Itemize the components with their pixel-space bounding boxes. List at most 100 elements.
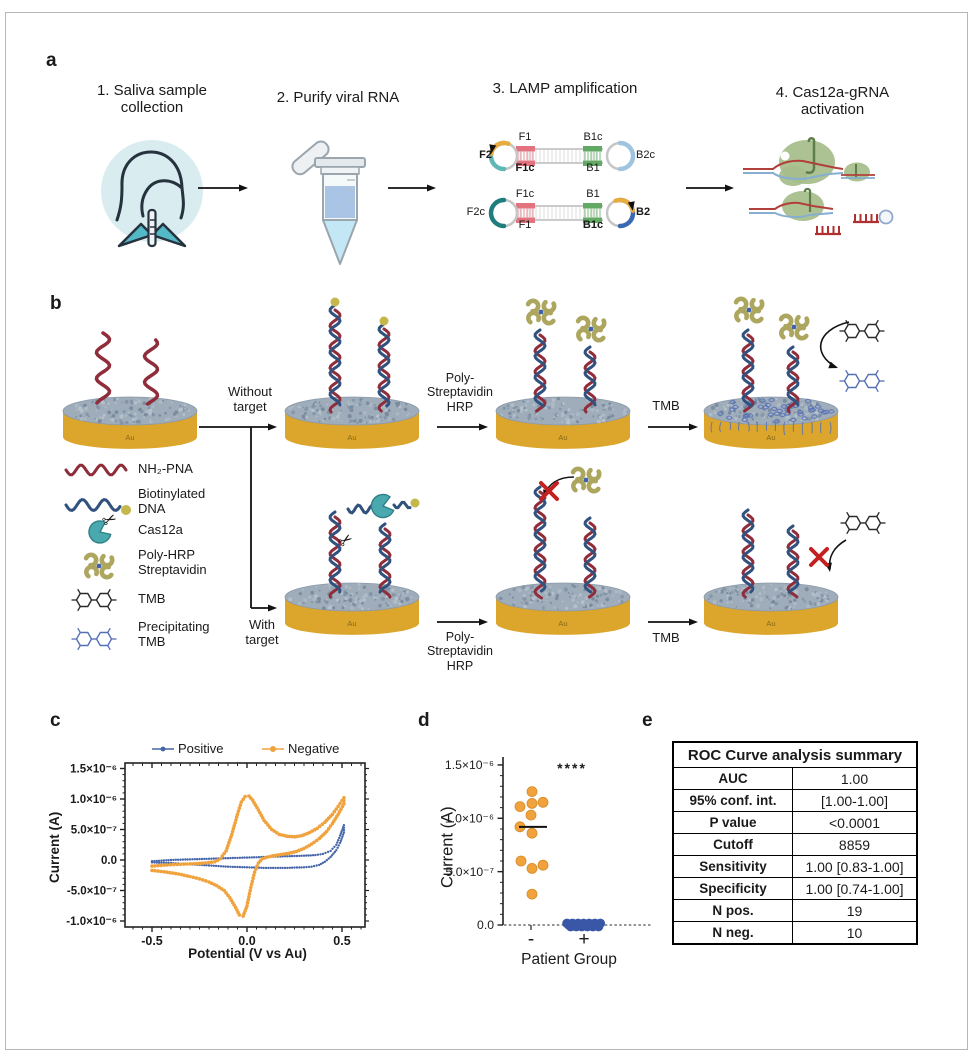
- svg-text:Au: Au: [125, 433, 134, 442]
- pna-dna-duplex: [377, 316, 391, 413]
- gold-electrode: Au: [62, 396, 198, 449]
- precipitating-tmb-icon: [71, 627, 117, 651]
- cleaved-reporter-icon: [815, 226, 841, 236]
- svg-text:0.0: 0.0: [101, 855, 117, 867]
- purify-rna-tube-icon: [291, 140, 366, 265]
- gold-electrode: Au: [703, 582, 839, 635]
- without-target-label: Without target: [227, 384, 273, 414]
- lamp-label-b2: B2: [636, 206, 651, 218]
- negative-patient-dot: [526, 888, 538, 900]
- svg-text:Au: Au: [558, 433, 567, 442]
- tmb-structure: [840, 511, 886, 535]
- legend-label-nh2-pna: NH₂-PNA: [138, 461, 193, 476]
- lamp-label-b1-2: B1: [586, 188, 600, 200]
- cv-legend-positive: Positive: [178, 741, 224, 756]
- negative-patient-dot: [526, 786, 538, 797]
- lamp-label-f1c: F1c: [515, 162, 535, 174]
- gold-electrode: Au: [495, 396, 631, 449]
- biotin-dot-icon: [121, 505, 131, 515]
- legend-label-tmb: TMB: [138, 591, 166, 606]
- pna-probe: [94, 331, 112, 405]
- table-row: 95% conf. int. [1.00-1.00]: [672, 789, 918, 812]
- lamp-label-b2c: B2c: [636, 149, 655, 161]
- svg-text:Au: Au: [558, 619, 567, 628]
- svg-text:5.0×10⁻⁷: 5.0×10⁻⁷: [71, 825, 118, 837]
- step-3-title: 3. LAMP amplification: [492, 80, 638, 97]
- lamp-label-b1c: B1c: [583, 131, 603, 143]
- negative-patient-dot: [514, 801, 526, 812]
- panel-d-label: d: [418, 710, 430, 731]
- pna-dna-duplex: [328, 510, 342, 599]
- tmb-arrow-label-top: TMB: [652, 398, 680, 413]
- blocked-x-icon: [809, 547, 829, 567]
- cv-y-axis-label: Current (A): [47, 811, 63, 884]
- lamp-label-b1: B1: [586, 162, 600, 174]
- figure-border: [5, 12, 968, 1050]
- table-row: Cutoff 8859: [672, 833, 918, 856]
- cas12a-icon: [88, 520, 112, 544]
- group-negative-tick-label: -: [527, 929, 535, 950]
- tmb-icon: [71, 588, 117, 612]
- table-row: N pos. 19: [672, 899, 918, 922]
- legend-label-precipitating-tmb: Precipitating TMB: [138, 619, 210, 649]
- poly-hrp-streptavidin: [570, 466, 602, 494]
- svg-text:Au: Au: [766, 619, 775, 628]
- svg-text:1.0×10⁻⁶: 1.0×10⁻⁶: [70, 794, 117, 806]
- pna-dna-duplex: [786, 524, 800, 599]
- svg-text:-5.0×10⁻⁷: -5.0×10⁻⁷: [67, 886, 117, 898]
- negative-patient-dot: [525, 809, 537, 821]
- poly-hrp-streptavidin-icon: [83, 552, 115, 580]
- table-row: Sensitivity 1.00 [0.83-1.00]: [672, 855, 918, 878]
- panel-b-label: b: [50, 293, 62, 314]
- svg-text:-1.0×10⁻⁶: -1.0×10⁻⁶: [66, 916, 117, 928]
- negative-patient-dot: [515, 855, 527, 867]
- negative-patient-dot: [537, 796, 549, 808]
- panel-e-label: e: [642, 710, 653, 731]
- lamp-label-f2c: F2c: [466, 206, 485, 218]
- step-2-title: 2. Purify viral RNA: [276, 89, 400, 106]
- cv-x-axis-label: Potential (V vs Au): [188, 946, 307, 961]
- scatter-y-axis-label: Current (A): [438, 806, 457, 889]
- pna-dna-duplex: [533, 485, 547, 600]
- lamp-label-f1: F1: [518, 131, 532, 143]
- table-row: P value <0.0001: [672, 811, 918, 834]
- legend-label-poly-hrp: Poly-HRP Streptavidin: [138, 547, 207, 577]
- poly-streptavidin-hrp-label-bottom: Poly- Streptavidin HRP: [426, 630, 493, 673]
- svg-text:-0.5: -0.5: [141, 934, 163, 948]
- poly-hrp-streptavidin: [575, 315, 607, 343]
- lamp-label-f1c-2: F1c: [515, 188, 535, 200]
- negative-patient-dot: [526, 827, 538, 839]
- scatter-x-axis-label: Patient Group: [521, 951, 617, 968]
- lamp-dumbbell: [488, 140, 636, 172]
- cleaved-reporter-icon: [853, 209, 894, 225]
- electrode-precipitated: Au: [703, 396, 839, 449]
- cv-chart: 1.5×10⁻⁶ 1.0×10⁻⁶ 5.0×10⁻⁷ 0.0 -5.0×10⁻⁷ -1.0…: [66, 746, 369, 948]
- svg-text:Au: Au: [347, 619, 356, 628]
- group-positive-tick-label: +: [578, 929, 590, 950]
- gold-electrode: Au: [284, 396, 420, 449]
- panel-a-label: a: [46, 50, 57, 71]
- lamp-label-b1c-2: B1c: [582, 219, 604, 231]
- svg-text:Au: Au: [347, 433, 356, 442]
- tmb-structure: [839, 319, 885, 343]
- legend-label-biotinylated-dna: Biotinylated DNA: [138, 486, 206, 516]
- poly-streptavidin-hrp-label-top: Poly- Streptavidin HRP: [426, 371, 493, 414]
- legend-label-cas12a: Cas12a: [138, 522, 183, 537]
- blocked-x-icon: [539, 481, 559, 501]
- pna-dna-duplex: [741, 328, 755, 413]
- svg-text:1.0×10⁻⁶: 1.0×10⁻⁶: [445, 812, 494, 826]
- svg-text:1.5×10⁻⁶: 1.5×10⁻⁶: [445, 758, 494, 772]
- pna-probe: [142, 338, 160, 406]
- svg-text:0.0: 0.0: [238, 934, 255, 948]
- lamp-label-f2: F2: [479, 149, 492, 161]
- table-row: Specificity 1.00 [0.74-1.00]: [672, 877, 918, 900]
- svg-text:0.0: 0.0: [477, 918, 494, 932]
- step-4-title: 4. Cas12a-gRNA activation: [775, 84, 890, 119]
- svg-text:1.5×10⁻⁶: 1.5×10⁻⁶: [70, 764, 117, 776]
- cv-legend-negative: Negative: [288, 741, 340, 756]
- poly-hrp-streptavidin: [778, 313, 810, 341]
- biotinylated-dna-icon: [64, 498, 122, 512]
- saliva-collection-icon: [101, 140, 203, 248]
